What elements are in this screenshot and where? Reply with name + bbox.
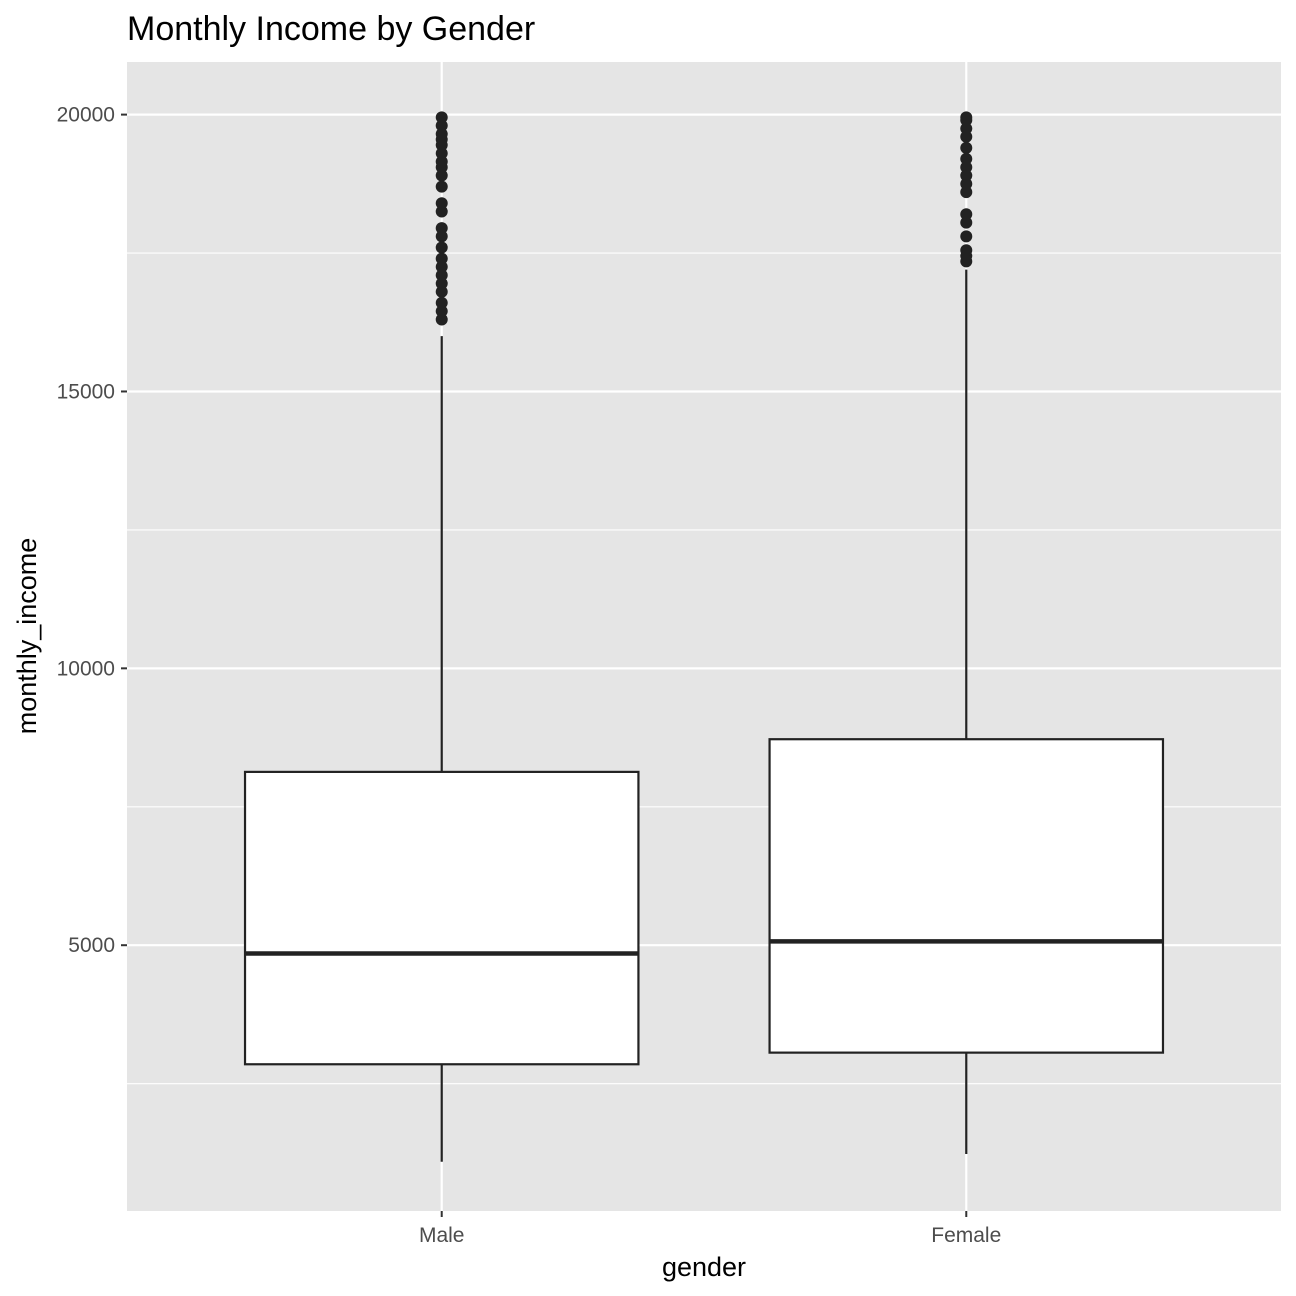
y-tick-label: 10000	[57, 657, 115, 680]
outlier-point	[435, 313, 448, 326]
outlier-point	[435, 285, 448, 298]
outlier-point	[435, 230, 448, 243]
outlier-point	[435, 169, 448, 182]
outlier-point	[960, 130, 973, 143]
outlier-point	[435, 296, 448, 309]
outlier-point	[960, 161, 973, 174]
outlier-point	[435, 222, 448, 235]
y-tick-label: 5000	[68, 934, 115, 957]
outlier-point	[435, 155, 448, 168]
outlier-point	[435, 127, 448, 140]
iqr-box	[768, 738, 1165, 1054]
box-male	[243, 111, 640, 1162]
outlier-point	[435, 305, 448, 318]
outlier-point	[960, 244, 973, 257]
outlier-point	[435, 205, 448, 218]
outlier-point	[435, 269, 448, 282]
outlier-point	[960, 111, 973, 124]
outlier-point	[435, 277, 448, 290]
outlier-point	[960, 230, 973, 243]
chart-title: Monthly Income by Gender	[127, 10, 535, 48]
outlier-point	[435, 147, 448, 160]
boxes	[243, 111, 1165, 1162]
outlier-point	[960, 122, 973, 135]
y-axis-title: monthly_income	[12, 538, 42, 735]
y-tick-label: 20000	[57, 104, 115, 127]
outlier-point	[435, 260, 448, 273]
y-tick-label: 15000	[57, 380, 115, 403]
outlier-point	[960, 177, 973, 190]
x-tick-label: Male	[419, 1224, 465, 1247]
outlier-point	[960, 169, 973, 182]
outlier-point	[435, 197, 448, 210]
x-tick-label: Female	[931, 1224, 1001, 1247]
outlier-point	[435, 241, 448, 254]
outlier-point	[435, 119, 448, 132]
iqr-box	[243, 770, 640, 1066]
outlier-point	[960, 208, 973, 221]
outlier-point	[960, 216, 973, 229]
outlier-point	[435, 180, 448, 193]
x-axis-title: gender	[662, 1252, 746, 1282]
y-axis: 5000 10000 15000 20000	[57, 104, 127, 957]
x-axis: Male Female	[419, 1211, 1001, 1247]
outlier-point	[960, 152, 973, 165]
outlier-point	[960, 186, 973, 199]
box-female	[768, 111, 1165, 1154]
outlier-point	[435, 111, 448, 124]
outlier-point	[960, 141, 973, 154]
outlier-point	[435, 252, 448, 265]
